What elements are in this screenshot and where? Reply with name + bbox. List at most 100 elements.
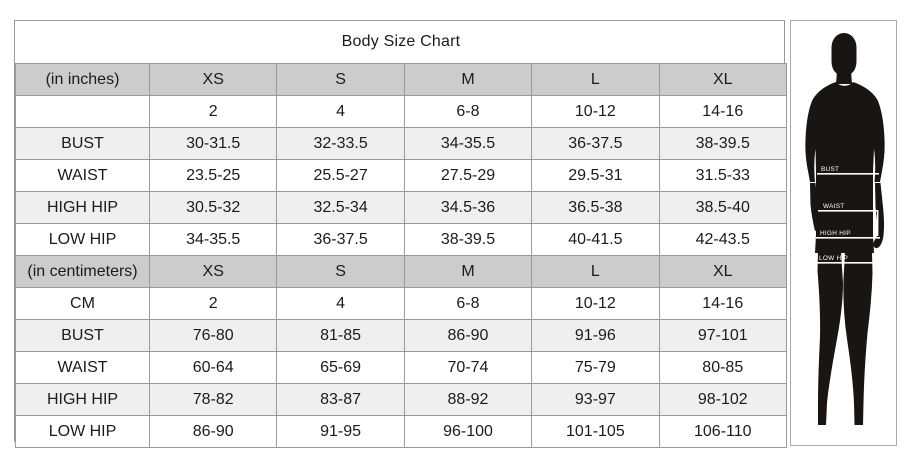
silhouette-arm-right: [873, 183, 885, 249]
header-cm-size-xl: XL: [658, 255, 787, 288]
table-row: WAIST 60-64 65-69 70-74 75-79 80-85: [15, 351, 787, 384]
cell-cm-low-hip-s: 91-95: [276, 415, 405, 448]
cell-inches-low-hip-l: 40-41.5: [531, 223, 660, 256]
cell-inches-sizes-l: 10-12: [531, 95, 660, 128]
cell-cm-low-hip-xs: 86-90: [148, 415, 278, 448]
bust-measure-line: [817, 173, 879, 175]
cell-inches-bust-xs: 30-31.5: [148, 127, 278, 160]
cell-cm-high-hip-l: 93-97: [531, 383, 660, 416]
cell-cm-waist-s: 65-69: [276, 351, 405, 384]
silhouette-leg-left: [817, 252, 843, 425]
centimeters-header-row: (in centimeters) XS S M L XL: [15, 255, 787, 288]
row-label-cm-low-hip: LOW HIP: [15, 415, 150, 448]
cell-inches-high-hip-s: 32.5-34: [276, 191, 405, 224]
cell-cm-bust-xl: 97-101: [658, 319, 787, 352]
cell-cm-sizes-xl: 14-16: [658, 287, 787, 320]
cell-inches-bust-s: 32-33.5: [276, 127, 405, 160]
table-row: WAIST 23.5-25 25.5-27 27.5-29 29.5-31 31…: [15, 159, 787, 192]
title-row: Body Size Chart: [15, 21, 787, 64]
label-bust: BUST: [821, 166, 839, 173]
cell-cm-sizes-s: 4: [276, 287, 405, 320]
page-title: Body Size Chart: [15, 21, 787, 64]
cell-cm-waist-l: 75-79: [531, 351, 660, 384]
header-size-xs: XS: [148, 63, 278, 96]
low-hip-measure-line: [815, 262, 881, 264]
cell-cm-high-hip-xs: 78-82: [148, 383, 278, 416]
cell-inches-sizes-s: 4: [276, 95, 405, 128]
size-table-panel: Body Size Chart (in inches) XS S M L XL …: [14, 20, 787, 448]
table-row: LOW HIP 34-35.5 36-37.5 38-39.5 40-41.5 …: [15, 223, 787, 256]
row-label-inches-bust: BUST: [15, 127, 150, 160]
header-size-s: S: [276, 63, 405, 96]
cell-cm-low-hip-m: 96-100: [403, 415, 533, 448]
inches-unit-header: (in inches): [15, 63, 150, 96]
cell-inches-waist-xl: 31.5-33: [658, 159, 787, 192]
table-row: LOW HIP 86-90 91-95 96-100 101-105 106-1…: [15, 415, 787, 448]
label-high-hip: HIGH HIP: [820, 230, 851, 237]
body-silhouette-icon: BUST WAIST HIGH HIP LOW HIP: [805, 33, 885, 425]
cell-inches-waist-m: 27.5-29: [403, 159, 533, 192]
cell-cm-waist-xs: 60-64: [148, 351, 278, 384]
cell-cm-bust-xs: 76-80: [148, 319, 278, 352]
size-table: Body Size Chart (in inches) XS S M L XL …: [15, 21, 787, 448]
header-cm-size-xs: XS: [148, 255, 278, 288]
cell-inches-sizes-xs: 2: [148, 95, 278, 128]
cell-inches-waist-l: 29.5-31: [531, 159, 660, 192]
cell-inches-bust-xl: 38-39.5: [658, 127, 787, 160]
cell-inches-bust-m: 34-35.5: [403, 127, 533, 160]
cell-inches-high-hip-l: 36.5-38: [531, 191, 660, 224]
header-cm-size-m: M: [403, 255, 533, 288]
cell-cm-bust-l: 91-96: [531, 319, 660, 352]
silhouette-arm-left: [810, 183, 820, 231]
cell-inches-high-hip-m: 34.5-36: [403, 191, 533, 224]
header-size-m: M: [403, 63, 533, 96]
cell-inches-low-hip-s: 36-37.5: [276, 223, 405, 256]
body-figure-panel: BUST WAIST HIGH HIP LOW HIP: [790, 20, 897, 446]
cell-cm-high-hip-m: 88-92: [403, 383, 533, 416]
cell-cm-sizes-m: 6-8: [403, 287, 533, 320]
row-label-inches-low-hip: LOW HIP: [15, 223, 150, 256]
cell-cm-bust-m: 86-90: [403, 319, 533, 352]
cell-inches-low-hip-xs: 34-35.5: [148, 223, 278, 256]
header-cm-size-s: S: [276, 255, 405, 288]
header-size-l: L: [531, 63, 660, 96]
cell-cm-high-hip-xl: 98-102: [658, 383, 787, 416]
cell-cm-waist-m: 70-74: [403, 351, 533, 384]
row-label-blank: [15, 95, 150, 128]
silhouette-neck: [836, 71, 852, 84]
table-row: BUST 30-31.5 32-33.5 34-35.5 36-37.5 38-…: [15, 127, 787, 160]
silhouette-head: [831, 33, 857, 76]
table-row: HIGH HIP 30.5-32 32.5-34 34.5-36 36.5-38…: [15, 191, 787, 224]
row-label-cm-waist: WAIST: [15, 351, 150, 384]
cell-cm-sizes-xs: 2: [148, 287, 278, 320]
row-label-inches-high-hip: HIGH HIP: [15, 191, 150, 224]
silhouette-leg-right: [843, 252, 873, 425]
row-label-inches-waist: WAIST: [15, 159, 150, 192]
cell-cm-sizes-l: 10-12: [531, 287, 660, 320]
waist-tick: [877, 210, 879, 236]
cell-inches-high-hip-xs: 30.5-32: [148, 191, 278, 224]
cell-cm-high-hip-s: 83-87: [276, 383, 405, 416]
cell-cm-low-hip-l: 101-105: [531, 415, 660, 448]
label-low-hip: LOW HIP: [819, 255, 848, 262]
header-cm-size-l: L: [531, 255, 660, 288]
cell-cm-bust-s: 81-85: [276, 319, 405, 352]
cell-cm-waist-xl: 80-85: [658, 351, 787, 384]
header-size-xl: XL: [658, 63, 787, 96]
cell-inches-low-hip-xl: 42-43.5: [658, 223, 787, 256]
cell-cm-low-hip-xl: 106-110: [658, 415, 787, 448]
row-label-cm-high-hip: HIGH HIP: [15, 383, 150, 416]
inches-header-row: (in inches) XS S M L XL: [15, 63, 787, 96]
waist-measure-line: [818, 210, 878, 212]
cm-numeric-sizes-row: CM 2 4 6-8 10-12 14-16: [15, 287, 787, 320]
table-row: HIGH HIP 78-82 83-87 88-92 93-97 98-102: [15, 383, 787, 416]
cell-inches-sizes-xl: 14-16: [658, 95, 787, 128]
inches-numeric-sizes-row: 2 4 6-8 10-12 14-16: [15, 95, 787, 128]
table-row: BUST 76-80 81-85 86-90 91-96 97-101: [15, 319, 787, 352]
cell-inches-waist-xs: 23.5-25: [148, 159, 278, 192]
cell-inches-bust-l: 36-37.5: [531, 127, 660, 160]
row-label-cm: CM: [15, 287, 150, 320]
cell-inches-sizes-m: 6-8: [403, 95, 533, 128]
cell-inches-low-hip-m: 38-39.5: [403, 223, 533, 256]
high-hip-measure-line: [816, 237, 880, 239]
